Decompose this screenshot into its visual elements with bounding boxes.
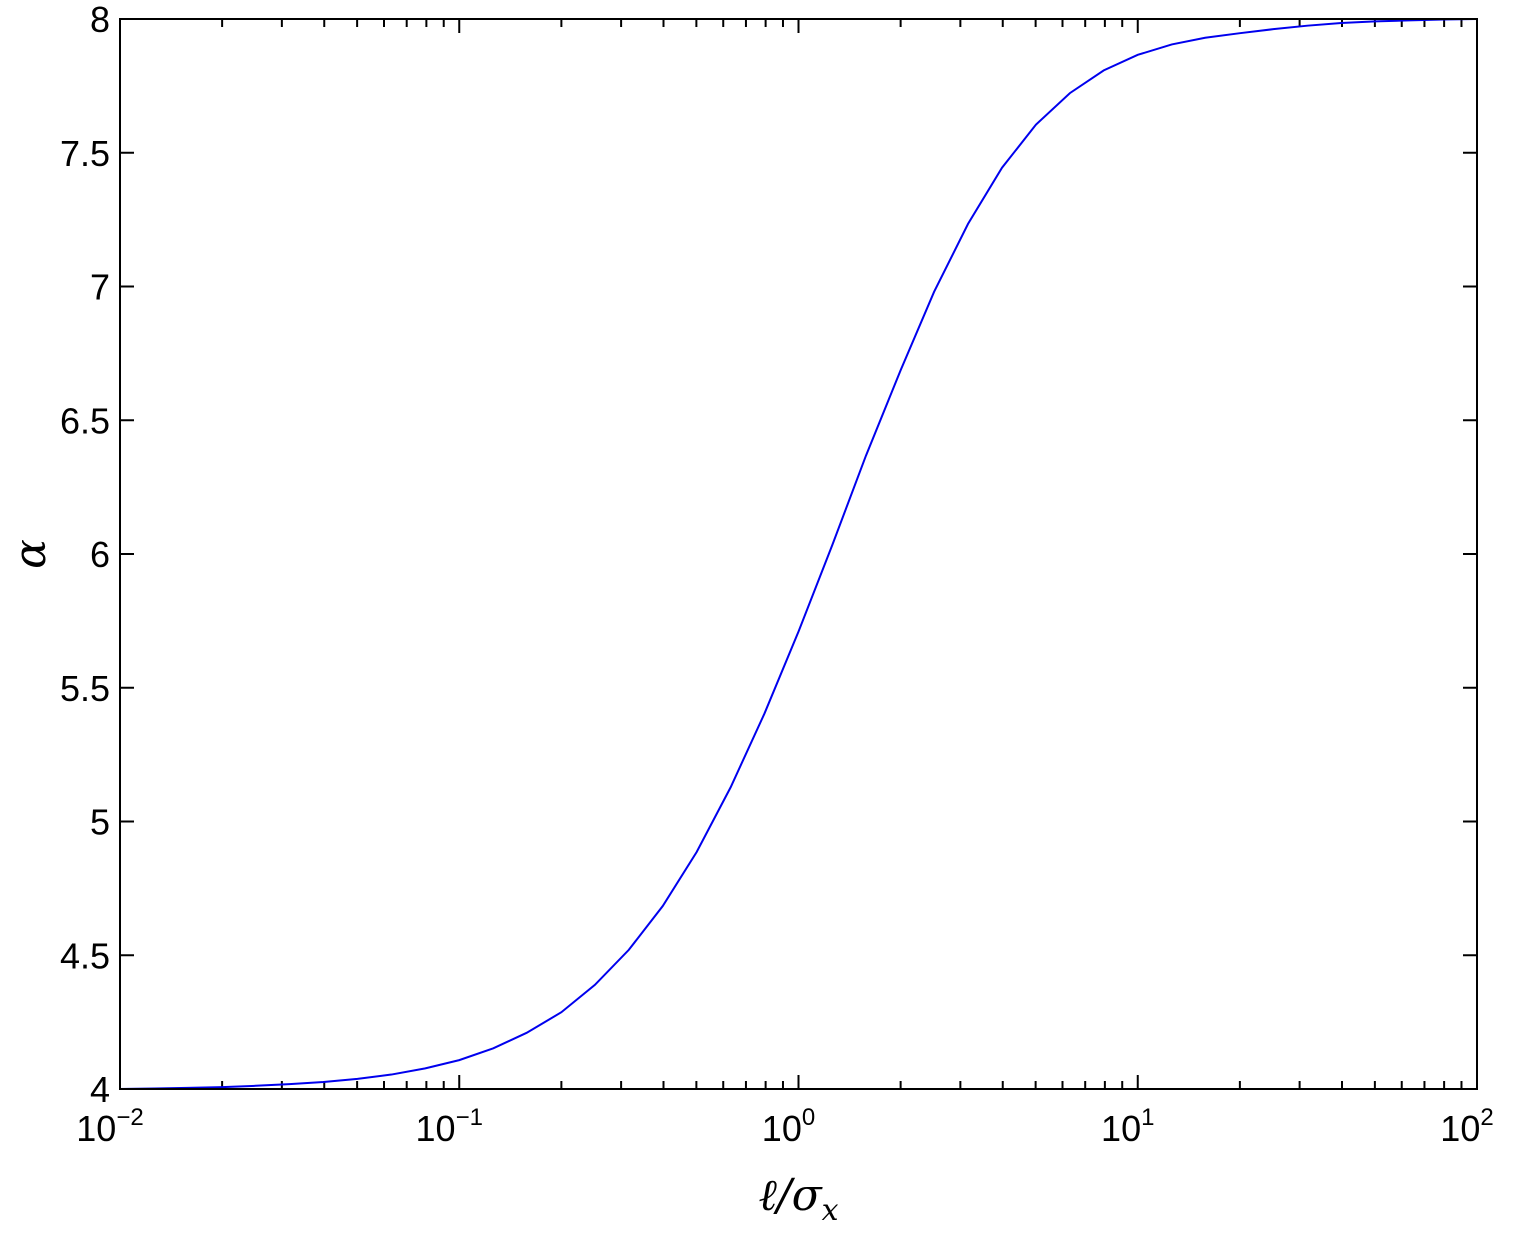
x-axis-label-subscript: x	[822, 1193, 839, 1228]
y-tick-label: 4.5	[60, 935, 110, 976]
x-axis-label-main: ℓ/σ	[758, 1170, 823, 1221]
x-tick-label-exponent: −2	[116, 1104, 143, 1131]
y-tick-label: 6.5	[60, 400, 110, 441]
x-tick-label: 10−2	[76, 1104, 143, 1149]
x-tick-label-base: 10	[76, 1108, 116, 1149]
y-tick-label: 5	[90, 802, 110, 843]
x-tick-label-base: 10	[762, 1108, 802, 1149]
x-tick-label-base: 10	[1440, 1108, 1480, 1149]
x-tick-label-exponent: 1	[1141, 1104, 1154, 1131]
y-tick-label: 5.5	[60, 668, 110, 709]
x-axis-label: ℓ/σx	[758, 1170, 838, 1228]
x-tick-label-base: 10	[1101, 1108, 1141, 1149]
y-tick-label: 4	[90, 1069, 110, 1110]
y-axis-label: α	[5, 539, 56, 569]
x-tick-label: 101	[1101, 1104, 1154, 1149]
x-tick-label-exponent: −1	[456, 1104, 483, 1131]
y-tick-label: 7	[90, 267, 110, 308]
x-tick-label: 100	[762, 1104, 815, 1149]
y-tick-label: 7.5	[60, 133, 110, 174]
x-tick-label-base: 10	[416, 1108, 456, 1149]
series-line	[119, 18, 1478, 1090]
y-tick-label: 6	[90, 534, 110, 575]
x-tick-label: 10−1	[416, 1104, 483, 1149]
plot-frame	[119, 18, 1478, 1090]
y-tick-label: 8	[90, 0, 110, 40]
x-tick-label-exponent: 0	[802, 1104, 815, 1131]
x-tick-label-exponent: 2	[1480, 1104, 1493, 1131]
ticks-group	[119, 18, 1478, 1090]
x-tick-label: 102	[1440, 1104, 1493, 1149]
